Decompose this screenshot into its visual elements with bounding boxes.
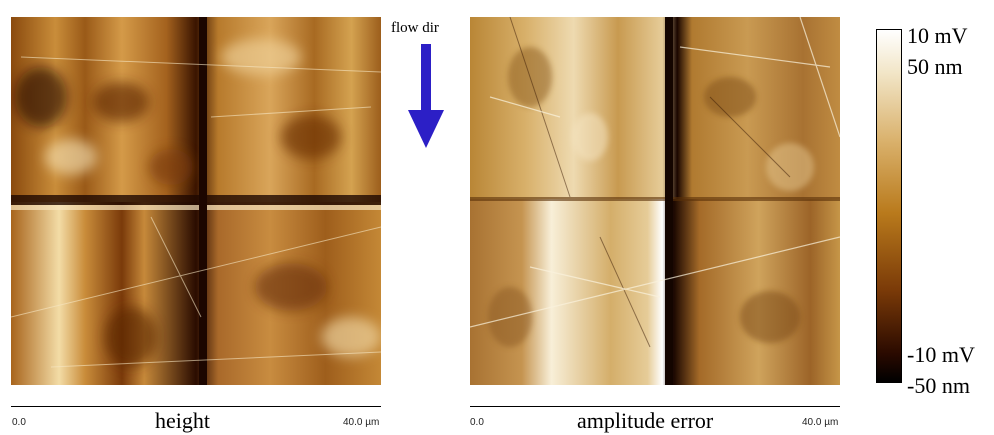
colorbar [876,29,902,383]
height-title: height [155,408,210,433]
height-axis-max: 40.0 µm [343,417,380,428]
height-image [11,17,381,385]
colorbar-top-label-height: 50 nm [907,54,963,79]
amplitude-scale-line [470,406,840,407]
height-map [11,17,381,385]
height-scale-line [11,406,381,407]
height-axis-min: 0.0 [12,417,26,428]
colorbar-bottom-label-voltage: -10 mV [907,342,975,367]
amplitude-title: amplitude error [577,408,714,433]
flow-direction-arrow-icon [408,44,444,148]
amplitude-axis-min: 0.0 [470,417,484,428]
colorbar-top-label-voltage: 10 mV [907,23,968,48]
amplitude-error-image [470,17,840,385]
colorbar-bottom-label-height: -50 nm [907,373,970,398]
amplitude-axis-max: 40.0 µm [802,417,839,428]
flow-direction-label: flow dir [391,20,439,36]
amplitude-error-map [470,17,840,385]
